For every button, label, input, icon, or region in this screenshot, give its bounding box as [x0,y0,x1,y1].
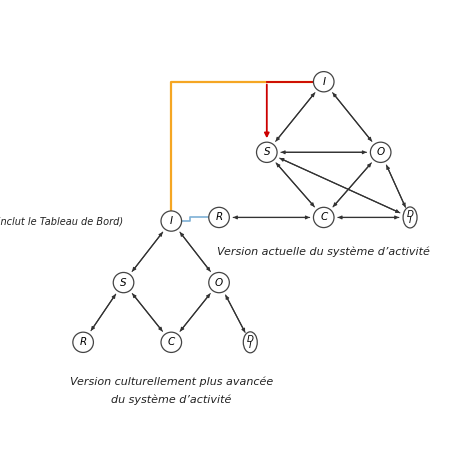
Text: C: C [320,212,328,222]
Circle shape [256,142,277,163]
Text: C: C [168,337,175,347]
Text: (inclut le Tableau de Bord): (inclut le Tableau de Bord) [0,216,124,226]
Text: I: I [409,216,411,225]
Text: O: O [215,278,223,288]
Text: D: D [247,335,254,344]
Text: I: I [322,77,325,87]
Circle shape [209,273,229,293]
Circle shape [73,332,93,352]
Circle shape [161,211,182,231]
Text: Version actuelle du système d’activité: Version actuelle du système d’activité [217,246,430,257]
Text: S: S [264,147,270,157]
Ellipse shape [403,207,417,228]
Text: R: R [80,337,87,347]
Text: Version culturellement plus avancée: Version culturellement plus avancée [70,376,273,387]
Text: I: I [170,216,173,226]
Circle shape [113,273,134,293]
Circle shape [313,207,334,227]
Text: S: S [120,278,127,288]
Text: du système d’activité: du système d’activité [111,394,231,405]
Circle shape [161,332,182,352]
Text: O: O [377,147,385,157]
Ellipse shape [243,332,257,353]
Circle shape [209,207,229,227]
Text: D: D [407,210,413,219]
Text: R: R [215,212,223,222]
Text: I: I [249,341,252,350]
Circle shape [370,142,391,163]
Circle shape [313,71,334,92]
